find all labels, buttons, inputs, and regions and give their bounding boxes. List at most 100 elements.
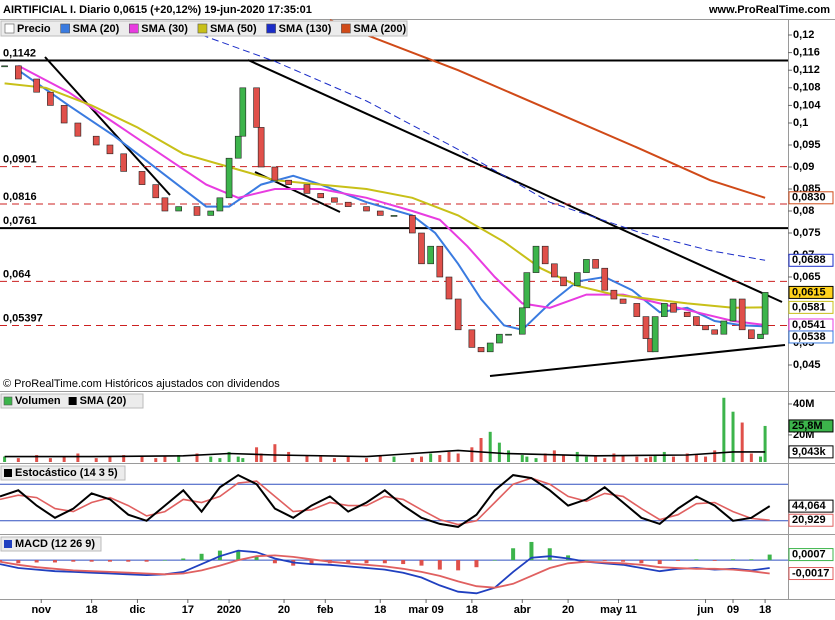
- x-tick-label: abr: [514, 604, 532, 616]
- candle: [583, 259, 590, 273]
- candle: [225, 157, 233, 199]
- volume-bar: [671, 456, 675, 462]
- panel-header: [0, 536, 102, 552]
- x-tick-label: 09: [727, 604, 739, 616]
- volume-bar: [763, 425, 767, 462]
- candle: [573, 272, 581, 287]
- volume-bar: [16, 458, 20, 462]
- candle: [60, 105, 68, 124]
- x-tick-label: 18: [759, 604, 771, 616]
- value-label: -0,0017: [792, 567, 829, 579]
- value-label: 44,064: [792, 500, 827, 512]
- histogram-bar: [89, 560, 94, 562]
- volume-bar: [108, 456, 112, 462]
- candle: [720, 320, 728, 335]
- level-label: 0,0816: [3, 191, 37, 203]
- value-label-box: [788, 253, 834, 267]
- value-label: 25,8M: [792, 420, 823, 432]
- candle: [15, 65, 22, 80]
- volume-bar: [410, 458, 414, 462]
- candle: [642, 316, 650, 339]
- volume-bar: [236, 456, 240, 462]
- candle: [33, 78, 40, 93]
- legend-label: SMA (200): [353, 23, 406, 35]
- volume-bar: [685, 453, 689, 462]
- note: © ProRealTime.com Históricos ajustados c…: [3, 378, 280, 390]
- histogram-bar: [529, 541, 534, 561]
- value-label-box: [788, 330, 834, 344]
- panel-header: [0, 465, 126, 481]
- y-tick-label: 0,075: [793, 227, 821, 239]
- volume-bar: [447, 451, 451, 462]
- source: www.ProRealTime.com: [708, 4, 830, 16]
- x-tick-label: may 11: [600, 604, 637, 616]
- volume-bar: [94, 458, 98, 462]
- trend-line: [247, 59, 783, 303]
- panel-title: MACD (12 26 9): [15, 538, 95, 550]
- volume-bar: [227, 451, 231, 462]
- volume-bar: [62, 456, 66, 462]
- series-line: [4, 449, 766, 458]
- candle: [303, 184, 311, 194]
- candle: [47, 91, 54, 106]
- volume-bar: [177, 455, 181, 462]
- candle: [376, 210, 384, 216]
- x-tick-label: 2020: [217, 604, 241, 616]
- value-label-box: [788, 300, 834, 314]
- candle: [757, 333, 764, 339]
- histogram-bar: [767, 554, 772, 561]
- x-tick-label: mar 09: [408, 604, 443, 616]
- histogram-bar: [401, 560, 406, 565]
- y-tick-label: 0,1: [793, 117, 808, 129]
- volume-bar: [195, 453, 199, 462]
- chart-title: AIRTIFICIAL I. Diario 0,0615 (+20,12%) 1…: [3, 4, 312, 16]
- volume-bar: [644, 458, 648, 462]
- candle: [409, 215, 416, 234]
- volume-bar: [378, 455, 382, 462]
- trend-lines: [44, 56, 786, 377]
- volume-bar: [534, 458, 538, 462]
- value-label-box: [788, 191, 834, 205]
- y-tick-label: 0,108: [793, 82, 821, 94]
- histogram-bar: [346, 560, 351, 564]
- volume-bar: [740, 422, 744, 462]
- candle: [518, 307, 526, 335]
- volume-bar: [456, 453, 460, 462]
- value-label: 20,929: [792, 514, 826, 526]
- y-tick-label: 0,065: [793, 271, 821, 283]
- candle: [748, 329, 755, 339]
- candle: [541, 245, 549, 265]
- candle: [601, 267, 609, 291]
- y-tick-label: 0,08: [793, 205, 814, 217]
- x-tick-label: 17: [182, 604, 194, 616]
- candle: [761, 292, 769, 335]
- legend-swatch: [266, 23, 276, 34]
- volume-bar: [48, 458, 52, 462]
- volume-bar: [722, 397, 726, 462]
- value-label-box: [788, 445, 834, 459]
- value-label: 0,0541: [792, 319, 826, 331]
- y-tick-label: 40M: [793, 398, 814, 410]
- legend-swatch: [3, 396, 13, 406]
- histogram-bar: [71, 560, 76, 562]
- value-label: 0,0615: [792, 286, 826, 298]
- candle: [331, 197, 338, 203]
- x-tick-label: feb: [317, 604, 334, 616]
- histogram-bar: [419, 560, 424, 566]
- volume-bar: [594, 456, 598, 462]
- series-line: [4, 82, 766, 309]
- level-label: 0,0761: [3, 215, 37, 227]
- volume-bar: [76, 453, 80, 462]
- volume-bar: [479, 438, 483, 462]
- volume-bar: [520, 455, 524, 462]
- histogram-bar: [584, 560, 589, 561]
- volume-bar: [704, 456, 708, 462]
- volume-bar: [273, 444, 277, 462]
- value-label-box: [788, 499, 834, 513]
- histogram-bar: [547, 548, 552, 561]
- value-label: 0,0830: [792, 192, 826, 204]
- y-tick-label: 0,104: [793, 99, 821, 111]
- legend-swatch: [197, 23, 208, 34]
- volume-bar: [713, 450, 717, 462]
